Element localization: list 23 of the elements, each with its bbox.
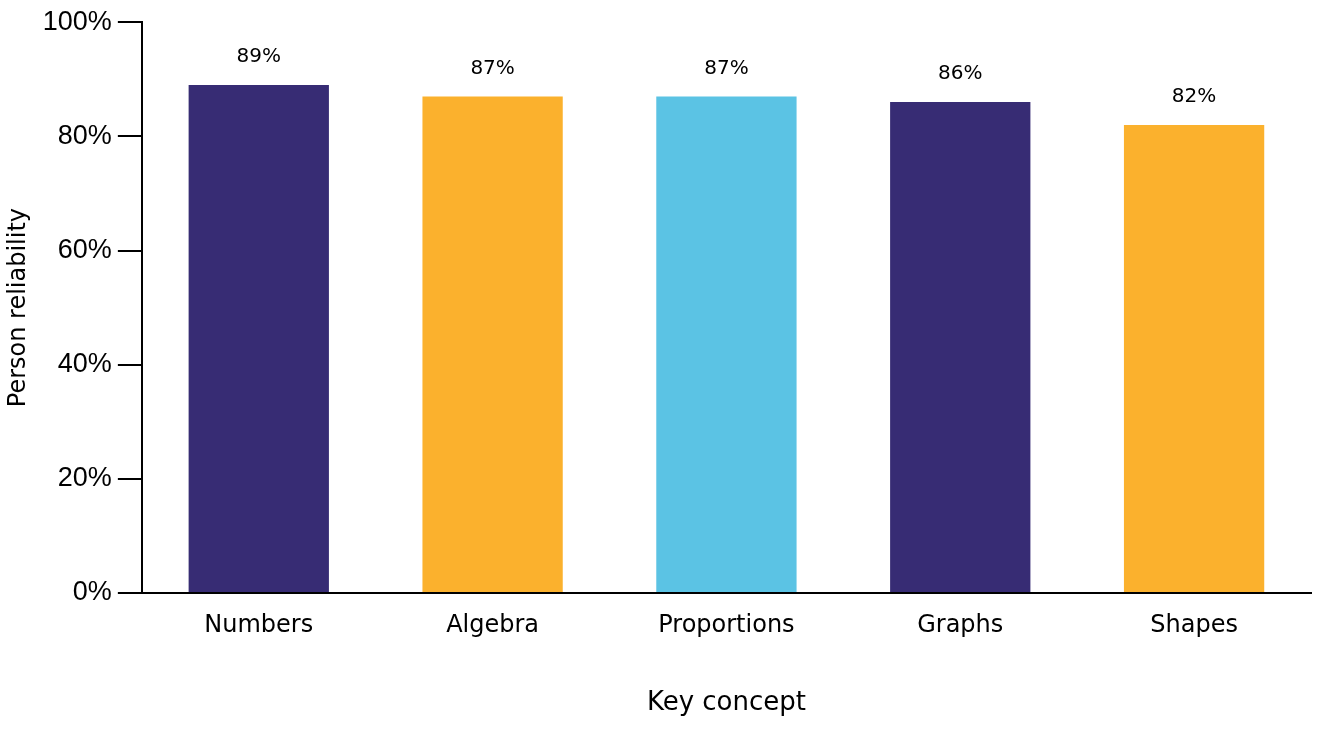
bar [422,96,563,592]
data-label: 82% [1171,83,1217,108]
data-label: 87% [704,54,749,79]
y-axis-title: Person reliability [2,207,31,408]
y-tick-label: 20% [57,462,112,493]
y-tick-label: 80% [57,119,112,150]
bar [656,96,797,592]
x-tick-label: Algebra [446,609,540,638]
y-tick-label: 60% [57,233,112,264]
y-tick-label: 0% [72,576,112,607]
y-tick-label: 100% [42,5,112,36]
y-tick-label: 40% [57,348,112,379]
bar [188,84,329,592]
data-label: 89% [236,43,281,68]
data-label: 87% [470,54,515,79]
bar [1123,124,1265,592]
x-tick-label: Numbers [204,609,314,638]
data-label: 86% [938,60,983,85]
bar [890,102,1031,592]
x-axis-title: Key concept [646,686,806,717]
x-tick-label: Proportions [658,609,795,638]
x-tick-label: Graphs [917,609,1004,638]
x-tick-label: Shapes [1150,609,1238,638]
